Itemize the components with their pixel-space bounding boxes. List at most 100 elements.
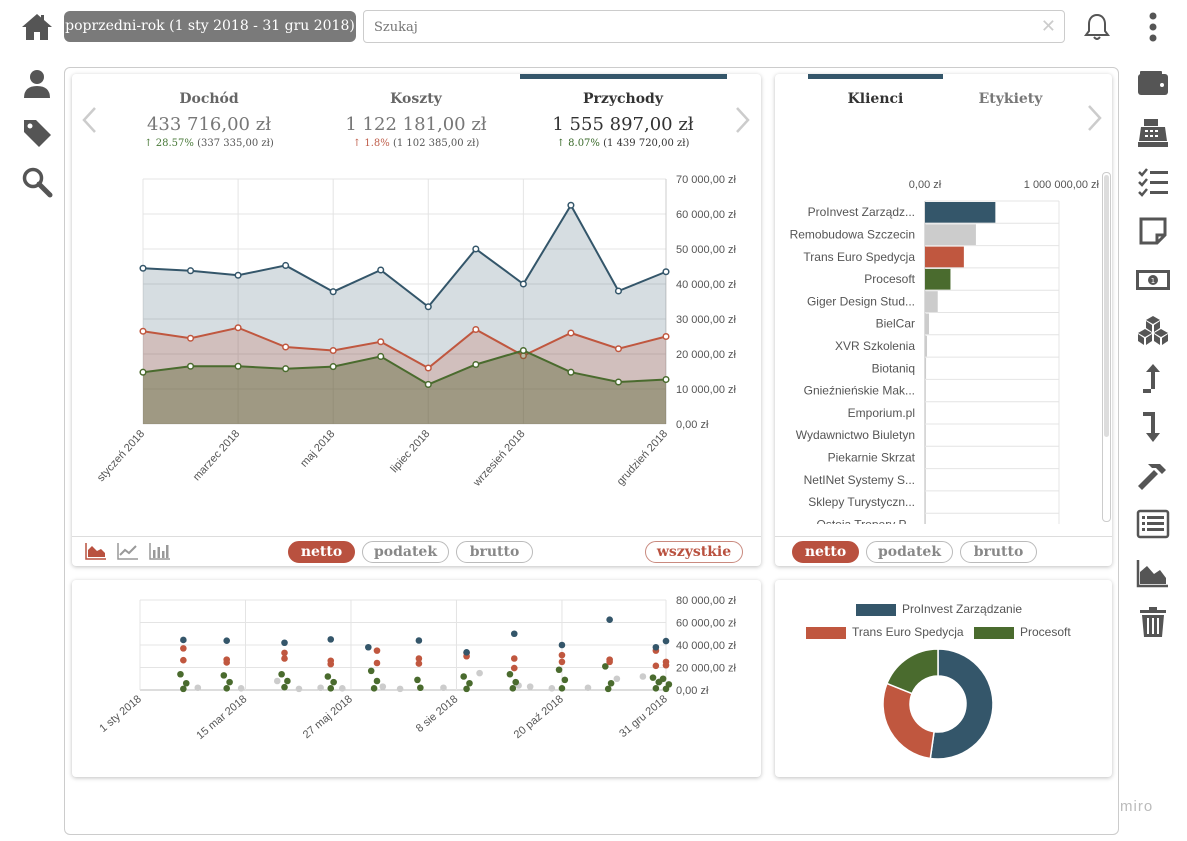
scatter-point-gray — [379, 683, 387, 690]
scatter-point-dochod — [665, 681, 673, 688]
client-label: Ostoja Tropery P... — [817, 517, 916, 524]
prev-arrow-icon[interactable] — [80, 106, 98, 134]
client-bar — [925, 291, 938, 312]
area-chart-icon[interactable] — [85, 542, 107, 560]
summary-panel: Dochód 433 716,00 zł ↑ 28.57% (337 335,0… — [72, 74, 761, 566]
data-point-koszty — [329, 346, 337, 355]
scatter-point-dochod — [607, 679, 615, 687]
cash-register-icon[interactable] — [1136, 117, 1170, 149]
client-label: Emporium.pl — [848, 406, 915, 420]
client-label: Procesoft — [864, 272, 915, 286]
clients-panel: Klienci Etykiety 0,00 zł 1 000 000,00 zł P… — [775, 74, 1112, 566]
legend-item-proinvest: ProInvest Zarządzanie — [856, 602, 1022, 616]
arrow-up-icon[interactable] — [1140, 362, 1166, 394]
search-input[interactable] — [374, 17, 1014, 37]
home-icon[interactable] — [20, 12, 54, 42]
scatter-point-koszty — [652, 662, 660, 670]
bar-chart-icon[interactable] — [149, 542, 171, 560]
clear-search-icon[interactable]: ✕ — [1040, 16, 1056, 36]
note-icon[interactable] — [1138, 216, 1168, 246]
scrollbar-track[interactable] — [1102, 172, 1111, 522]
brutto-button[interactable]: brutto — [960, 541, 1037, 563]
netto-button[interactable]: netto — [792, 541, 859, 563]
data-point-przychody — [329, 288, 337, 296]
bell-icon[interactable] — [1083, 12, 1111, 42]
scatter-point-gray — [273, 677, 281, 685]
kpi-change-prev: (337 335,00 zł) — [197, 138, 274, 149]
netto-button[interactable]: netto — [288, 541, 355, 563]
podatek-button[interactable]: podatek — [362, 541, 449, 563]
legend-label: ProInvest Zarządzanie — [902, 602, 1023, 616]
podatek-button[interactable]: podatek — [866, 541, 953, 563]
period-label: poprzedni-rok (1 sty 2018 - 31 gru 2018) — [65, 18, 355, 34]
next-arrow-icon[interactable] — [1086, 104, 1104, 132]
client-bar — [925, 358, 927, 379]
data-point-przychody — [139, 264, 147, 272]
client-bar — [925, 224, 976, 246]
data-point-przychody — [472, 245, 480, 253]
y-tick-label: 30 000,00 zł — [676, 314, 736, 326]
up-arrow-icon: ↑ — [144, 138, 153, 149]
wallet-icon[interactable] — [1136, 68, 1170, 98]
wszystkie-button[interactable]: wszystkie — [645, 541, 743, 563]
data-point-dochod — [614, 378, 623, 386]
scatter-point-dochod — [373, 677, 381, 685]
data-point-dochod — [377, 352, 385, 360]
data-point-dochod — [234, 362, 242, 370]
y-tick-label: 40 000,00 zł — [676, 640, 736, 652]
client-chart-viewport[interactable]: 0,00 zł 1 000 000,00 zł ProInvest Zarządz.… — [775, 170, 1100, 524]
user-icon[interactable] — [22, 68, 52, 100]
client-label: Giger Design Stud... — [807, 294, 915, 308]
client-label: Gnieźnieńskie Mak... — [804, 384, 915, 398]
search-icon[interactable] — [21, 166, 53, 198]
y-tick-label: 20 000,00 zł — [676, 663, 736, 675]
scrollbar-thumb[interactable] — [1104, 175, 1109, 437]
search-box[interactable]: ✕ — [363, 10, 1065, 43]
tag-icon[interactable] — [21, 117, 53, 149]
active-tab-indicator — [808, 74, 943, 79]
x-tick-label: wrzesień 2018 — [471, 428, 528, 489]
period-selector[interactable]: poprzedni-rok (1 sty 2018 - 31 gru 2018) — [64, 11, 356, 42]
kpi-title: Koszty — [390, 91, 442, 107]
scatter-point-dochod — [659, 675, 667, 683]
x-tick-label: 8 sie 2018 — [414, 693, 461, 735]
data-point-koszty — [186, 334, 195, 342]
client-label: Remobudowa Szczecin — [790, 227, 915, 241]
scatter-point-gray — [194, 684, 202, 692]
client-bar — [925, 491, 926, 513]
watermark: miro — [1120, 798, 1154, 815]
scatter-point-gray — [548, 685, 556, 692]
hammer-icon[interactable] — [1136, 460, 1170, 492]
scatter-point-dochod — [561, 676, 569, 684]
client-label: Biotaniq — [872, 361, 915, 375]
tab-etykiety[interactable]: Etykiety — [978, 91, 1043, 107]
clients-donut-chart — [883, 648, 994, 760]
list-icon[interactable] — [1136, 509, 1170, 539]
brutto-button[interactable]: brutto — [456, 541, 533, 563]
scatter-point-dochod — [284, 677, 291, 685]
area-chart-icon[interactable] — [1136, 558, 1170, 588]
arrow-down-icon[interactable] — [1140, 411, 1166, 443]
scatter-point-przychody — [281, 639, 288, 647]
chart-footer-divider — [775, 536, 1112, 537]
legend-item-procesoft: Procesoft — [974, 625, 1071, 639]
client-bar — [925, 402, 926, 424]
kebab-menu-icon[interactable] — [1146, 12, 1160, 42]
checklist-icon[interactable] — [1136, 167, 1170, 197]
data-point-koszty — [234, 324, 242, 332]
data-point-przychody — [186, 267, 195, 275]
boxes-icon[interactable] — [1136, 314, 1170, 346]
tab-klienci[interactable]: Klienci — [847, 91, 904, 107]
banknote-icon[interactable]: 1 — [1134, 266, 1172, 294]
line-chart-icon[interactable] — [117, 542, 139, 560]
scatter-point-gray — [476, 669, 483, 677]
scatter-point-gray — [396, 685, 404, 693]
data-point-przychody — [567, 201, 575, 209]
scatter-point-dochod — [649, 674, 657, 681]
client-bar — [925, 202, 996, 223]
next-arrow-icon[interactable] — [734, 106, 752, 134]
scatter-point-koszty — [415, 655, 423, 662]
data-point-przychody — [424, 303, 432, 311]
trash-icon[interactable] — [1138, 606, 1168, 638]
scatter-point-przychody — [510, 630, 518, 638]
